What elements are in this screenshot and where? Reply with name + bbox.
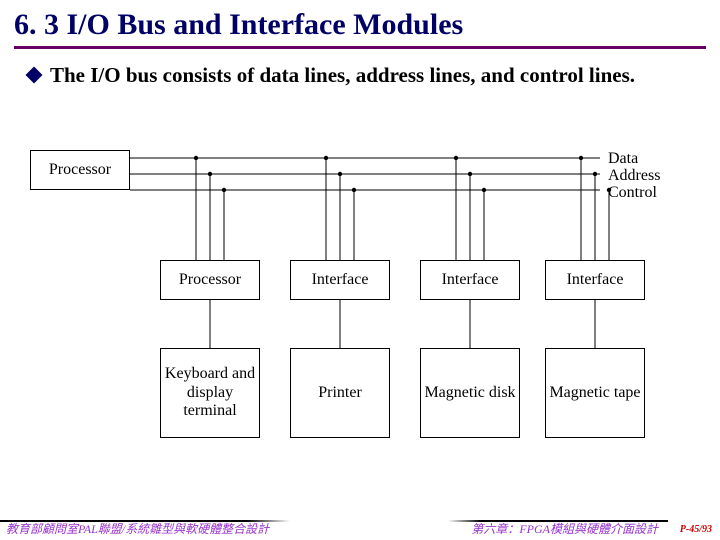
device-box-2: Magnetic disk [420, 348, 520, 438]
diamond-bullet-icon [26, 67, 43, 84]
bullet-item: The I/O bus consists of data lines, addr… [28, 63, 696, 88]
bus-label-data: Data [608, 150, 638, 168]
device-box-1: Printer [290, 348, 390, 438]
page-title: 6. 3 I/O Bus and Interface Modules [14, 8, 706, 42]
processor-box: Processor [30, 150, 130, 190]
interface-box-3: Interface [545, 260, 645, 300]
interface-box-2: Interface [420, 260, 520, 300]
interface-box-0: Processor [160, 260, 260, 300]
bullet-text: The I/O bus consists of data lines, addr… [50, 63, 635, 88]
bus-label-address: Address [608, 167, 660, 185]
footer: 教育部顧問室PAL聯盟/系統雛型與軟硬體整合設計 第六章：FPGA模組與硬體介面… [0, 518, 720, 540]
device-box-0: Keyboard and display terminal [160, 348, 260, 438]
footer-right-text: 第六章：FPGA模組與硬體介面設計 [471, 520, 658, 537]
interface-box-1: Interface [290, 260, 390, 300]
footer-page-number: P-45/93 [680, 524, 712, 535]
footer-left-text: 教育部顧問室PAL聯盟/系統雛型與軟硬體整合設計 [6, 520, 269, 537]
bus-label-control: Control [608, 184, 657, 202]
device-box-3: Magnetic tape [545, 348, 645, 438]
